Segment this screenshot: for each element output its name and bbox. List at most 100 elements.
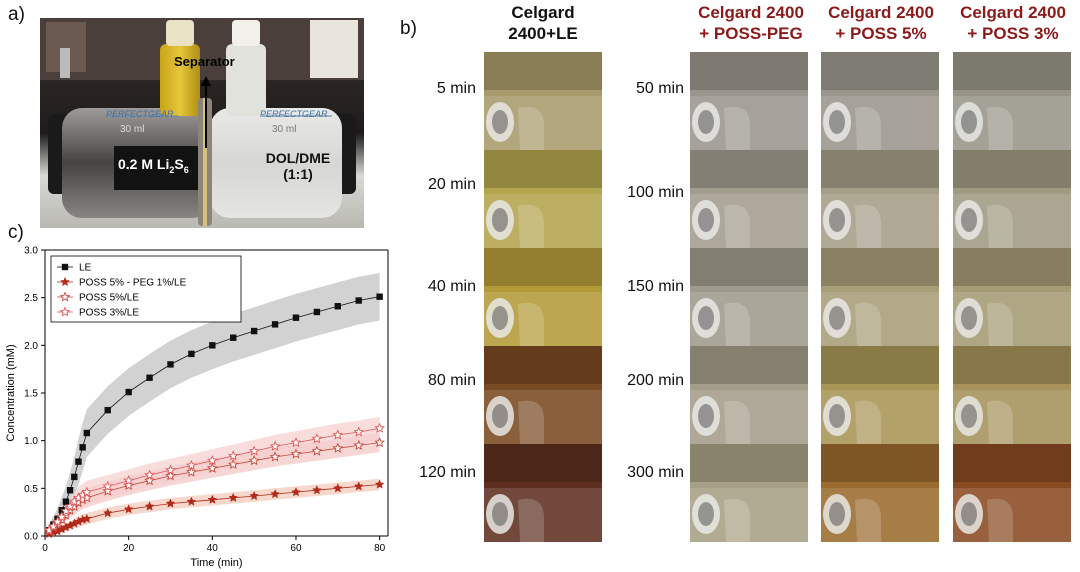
time-left-4: 80 min bbox=[427, 372, 476, 389]
vial-image bbox=[953, 444, 1071, 542]
data-point-3 bbox=[144, 469, 156, 480]
data-point-3 bbox=[56, 511, 68, 522]
data-point-0 bbox=[355, 297, 362, 304]
data-point-2 bbox=[374, 436, 385, 448]
data-point-0 bbox=[250, 327, 258, 335]
vial-image bbox=[690, 346, 808, 444]
vial-image bbox=[690, 52, 808, 150]
data-point-0 bbox=[71, 473, 78, 481]
y-tick-label: 2.5 bbox=[24, 293, 38, 304]
data-point-0 bbox=[334, 303, 342, 310]
data-point-0 bbox=[271, 321, 279, 328]
concentration-chart: 0 20 40 60 80 0.0 0.5 1.0 1.5 2.0 2.5 3.0 Time (min)… bbox=[5, 246, 389, 569]
data-point-3 bbox=[290, 436, 302, 448]
data-point-3 bbox=[185, 459, 197, 471]
data-point-2 bbox=[227, 458, 239, 470]
panel-b-label: b) bbox=[400, 18, 417, 39]
vial-image bbox=[953, 248, 1071, 346]
data-point-3 bbox=[269, 440, 281, 451]
y-tick-label: 3.0 bbox=[24, 246, 38, 257]
time-left-3: 40 min bbox=[427, 278, 476, 295]
data-point-1 bbox=[374, 479, 385, 489]
right-chamber-label: DOL/DME (1:1) bbox=[265, 150, 331, 182]
data-point-3 bbox=[227, 450, 239, 461]
data-point-0 bbox=[75, 458, 82, 465]
vial-strip-col1 bbox=[484, 52, 602, 542]
x-tick-label: 80 bbox=[374, 543, 386, 554]
data-point-0 bbox=[209, 342, 216, 349]
data-point-0 bbox=[188, 350, 195, 358]
vial-image bbox=[821, 52, 939, 150]
col1-header: Celgard 2400+LE bbox=[508, 3, 578, 43]
data-point-2 bbox=[102, 485, 114, 496]
error-band-2 bbox=[49, 433, 380, 534]
legend-box bbox=[50, 255, 242, 323]
col3-header: Celgard 2400 + POSS 5% bbox=[828, 3, 934, 43]
time-right-3: 150 min bbox=[627, 278, 684, 295]
data-point-3 bbox=[353, 426, 365, 437]
data-point-0 bbox=[104, 406, 111, 414]
data-point-3 bbox=[165, 464, 176, 475]
data-point-3 bbox=[59, 306, 71, 317]
error-band-0 bbox=[49, 272, 380, 536]
vial-image bbox=[953, 346, 1071, 444]
data-point-1 bbox=[207, 494, 218, 504]
data-point-0 bbox=[62, 498, 70, 505]
data-point-0 bbox=[79, 444, 86, 451]
data-point-1 bbox=[81, 513, 92, 524]
vial-image bbox=[484, 248, 602, 346]
data-point-0 bbox=[125, 388, 132, 396]
y-axis-label: Concentration (mM) bbox=[5, 344, 17, 441]
x-tick-label: 20 bbox=[123, 543, 135, 554]
data-point-3 bbox=[64, 500, 76, 512]
brand-right: PERFECTGEAR bbox=[260, 109, 328, 119]
data-point-3 bbox=[332, 429, 344, 440]
data-point-0 bbox=[167, 361, 174, 368]
data-point-0 bbox=[83, 429, 91, 437]
data-point-3 bbox=[102, 480, 114, 492]
col4-header: Celgard 2400 + POSS 3% bbox=[960, 3, 1066, 43]
data-point-2 bbox=[311, 445, 323, 456]
legend-entry-3: POSS 3%/LE bbox=[79, 308, 139, 319]
time-left-5: 120 min bbox=[419, 464, 476, 481]
vial-image bbox=[690, 248, 808, 346]
data-point-1 bbox=[311, 485, 322, 495]
col2-header: Celgard 2400 + POSS-PEG bbox=[698, 3, 804, 43]
vial-image bbox=[484, 346, 602, 444]
data-point-2 bbox=[206, 462, 218, 473]
data-point-2 bbox=[332, 442, 344, 453]
y-tick-label: 1.5 bbox=[24, 389, 38, 400]
y-tick-label: 0.0 bbox=[24, 532, 38, 543]
data-point-1 bbox=[332, 483, 343, 493]
data-point-0 bbox=[146, 374, 153, 381]
data-point-1 bbox=[353, 481, 364, 491]
data-point-3 bbox=[81, 486, 93, 497]
data-point-3 bbox=[123, 474, 135, 486]
data-point-3 bbox=[374, 422, 385, 433]
vial-image bbox=[953, 150, 1071, 248]
error-band-3 bbox=[49, 416, 380, 534]
data-point-0 bbox=[313, 308, 321, 316]
data-point-2 bbox=[185, 466, 197, 477]
data-point-1 bbox=[249, 490, 260, 501]
time-right-4: 200 min bbox=[627, 372, 684, 389]
data-point-0 bbox=[66, 487, 74, 494]
data-point-0 bbox=[230, 334, 237, 341]
data-point-0 bbox=[376, 293, 383, 300]
data-point-2 bbox=[248, 455, 260, 466]
time-left-1: 5 min bbox=[436, 80, 476, 97]
x-tick-label: 0 bbox=[42, 543, 48, 554]
data-point-1 bbox=[270, 488, 280, 499]
data-point-3 bbox=[248, 445, 260, 456]
data-point-2 bbox=[353, 439, 365, 451]
left-chamber-label: 0.2 M Li2S6 bbox=[118, 156, 189, 175]
data-point-0 bbox=[61, 263, 69, 271]
panel-a-label: a) bbox=[8, 4, 25, 25]
vial-strip-col3 bbox=[821, 52, 939, 542]
vial-image bbox=[821, 248, 939, 346]
data-point-2 bbox=[123, 479, 134, 491]
x-tick-label: 60 bbox=[290, 543, 302, 554]
data-point-1 bbox=[102, 507, 113, 518]
volume-right: 30 ml bbox=[272, 124, 297, 135]
data-point-3 bbox=[311, 433, 323, 444]
